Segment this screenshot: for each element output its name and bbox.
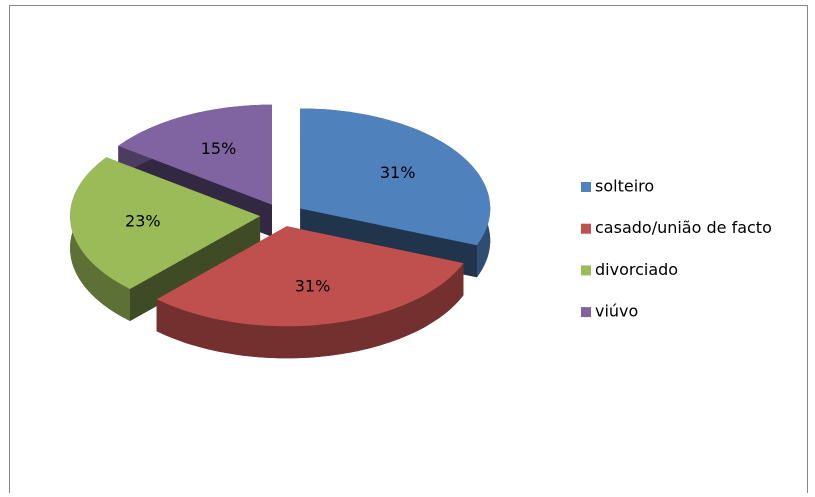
slice [300, 108, 491, 278]
slice [156, 226, 464, 359]
legend-swatch [581, 265, 591, 276]
slice-top [118, 104, 272, 205]
data-label: 23% [125, 211, 161, 230]
legend-label: viúvo [595, 302, 638, 321]
slice-top [300, 108, 491, 246]
slice-side [156, 263, 464, 359]
slice-top [156, 226, 464, 327]
legend-swatch [581, 182, 591, 192]
legend-label: solteiro [595, 177, 654, 196]
legend-swatch [581, 223, 591, 234]
slice-wall [130, 216, 261, 321]
slice-top [70, 157, 261, 289]
data-label: 15% [201, 139, 237, 158]
legend-label: casado/união de facto [595, 218, 772, 237]
data-label: 31% [295, 276, 331, 295]
data-label: 31% [380, 163, 416, 182]
legend-label: divorciado [595, 260, 678, 279]
slice [70, 157, 261, 321]
legend-swatch [581, 307, 591, 318]
